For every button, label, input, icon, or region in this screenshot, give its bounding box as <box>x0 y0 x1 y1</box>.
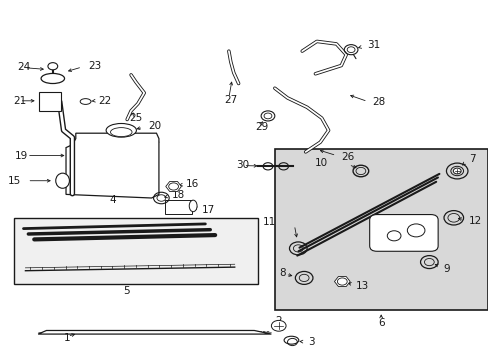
Circle shape <box>271 320 285 331</box>
Text: 23: 23 <box>88 61 101 71</box>
Text: 14: 14 <box>371 225 385 235</box>
Text: 27: 27 <box>224 95 237 105</box>
Ellipse shape <box>189 200 197 212</box>
Ellipse shape <box>110 128 132 137</box>
Text: 9: 9 <box>442 264 449 274</box>
Text: 31: 31 <box>366 40 379 50</box>
Text: 19: 19 <box>15 150 28 161</box>
Text: 20: 20 <box>148 121 161 131</box>
FancyBboxPatch shape <box>369 215 437 251</box>
Ellipse shape <box>56 173 69 188</box>
Text: 13: 13 <box>355 281 368 291</box>
Text: 30: 30 <box>236 159 249 170</box>
Text: 24: 24 <box>18 62 31 72</box>
Ellipse shape <box>106 123 136 137</box>
Polygon shape <box>165 181 181 192</box>
Text: 12: 12 <box>468 216 481 226</box>
Bar <box>164 200 191 214</box>
Text: 25: 25 <box>129 113 142 123</box>
Ellipse shape <box>284 336 298 344</box>
Text: 4: 4 <box>109 195 116 205</box>
Text: 6: 6 <box>377 318 384 328</box>
Text: 16: 16 <box>185 179 199 189</box>
Polygon shape <box>38 330 271 334</box>
Ellipse shape <box>41 73 64 84</box>
Text: 7: 7 <box>468 154 475 165</box>
Polygon shape <box>66 133 159 198</box>
Text: 21: 21 <box>13 96 26 106</box>
Text: 29: 29 <box>255 122 268 132</box>
Text: 28: 28 <box>372 96 385 107</box>
Circle shape <box>48 63 58 70</box>
Polygon shape <box>334 276 349 287</box>
FancyBboxPatch shape <box>274 149 487 310</box>
Bar <box>39 92 61 111</box>
Text: 5: 5 <box>122 286 129 296</box>
Circle shape <box>452 168 460 174</box>
Text: 3: 3 <box>308 337 315 347</box>
Text: 18: 18 <box>172 190 185 200</box>
FancyBboxPatch shape <box>14 218 258 284</box>
Text: 26: 26 <box>341 152 354 162</box>
Text: 15: 15 <box>8 176 21 186</box>
Text: 10: 10 <box>314 158 327 168</box>
Text: 1: 1 <box>63 333 70 343</box>
Ellipse shape <box>80 99 91 104</box>
Text: 11: 11 <box>263 217 276 228</box>
Text: 2: 2 <box>275 316 282 326</box>
Text: 22: 22 <box>98 96 111 106</box>
Text: 17: 17 <box>202 205 215 215</box>
Text: 8: 8 <box>279 267 286 278</box>
